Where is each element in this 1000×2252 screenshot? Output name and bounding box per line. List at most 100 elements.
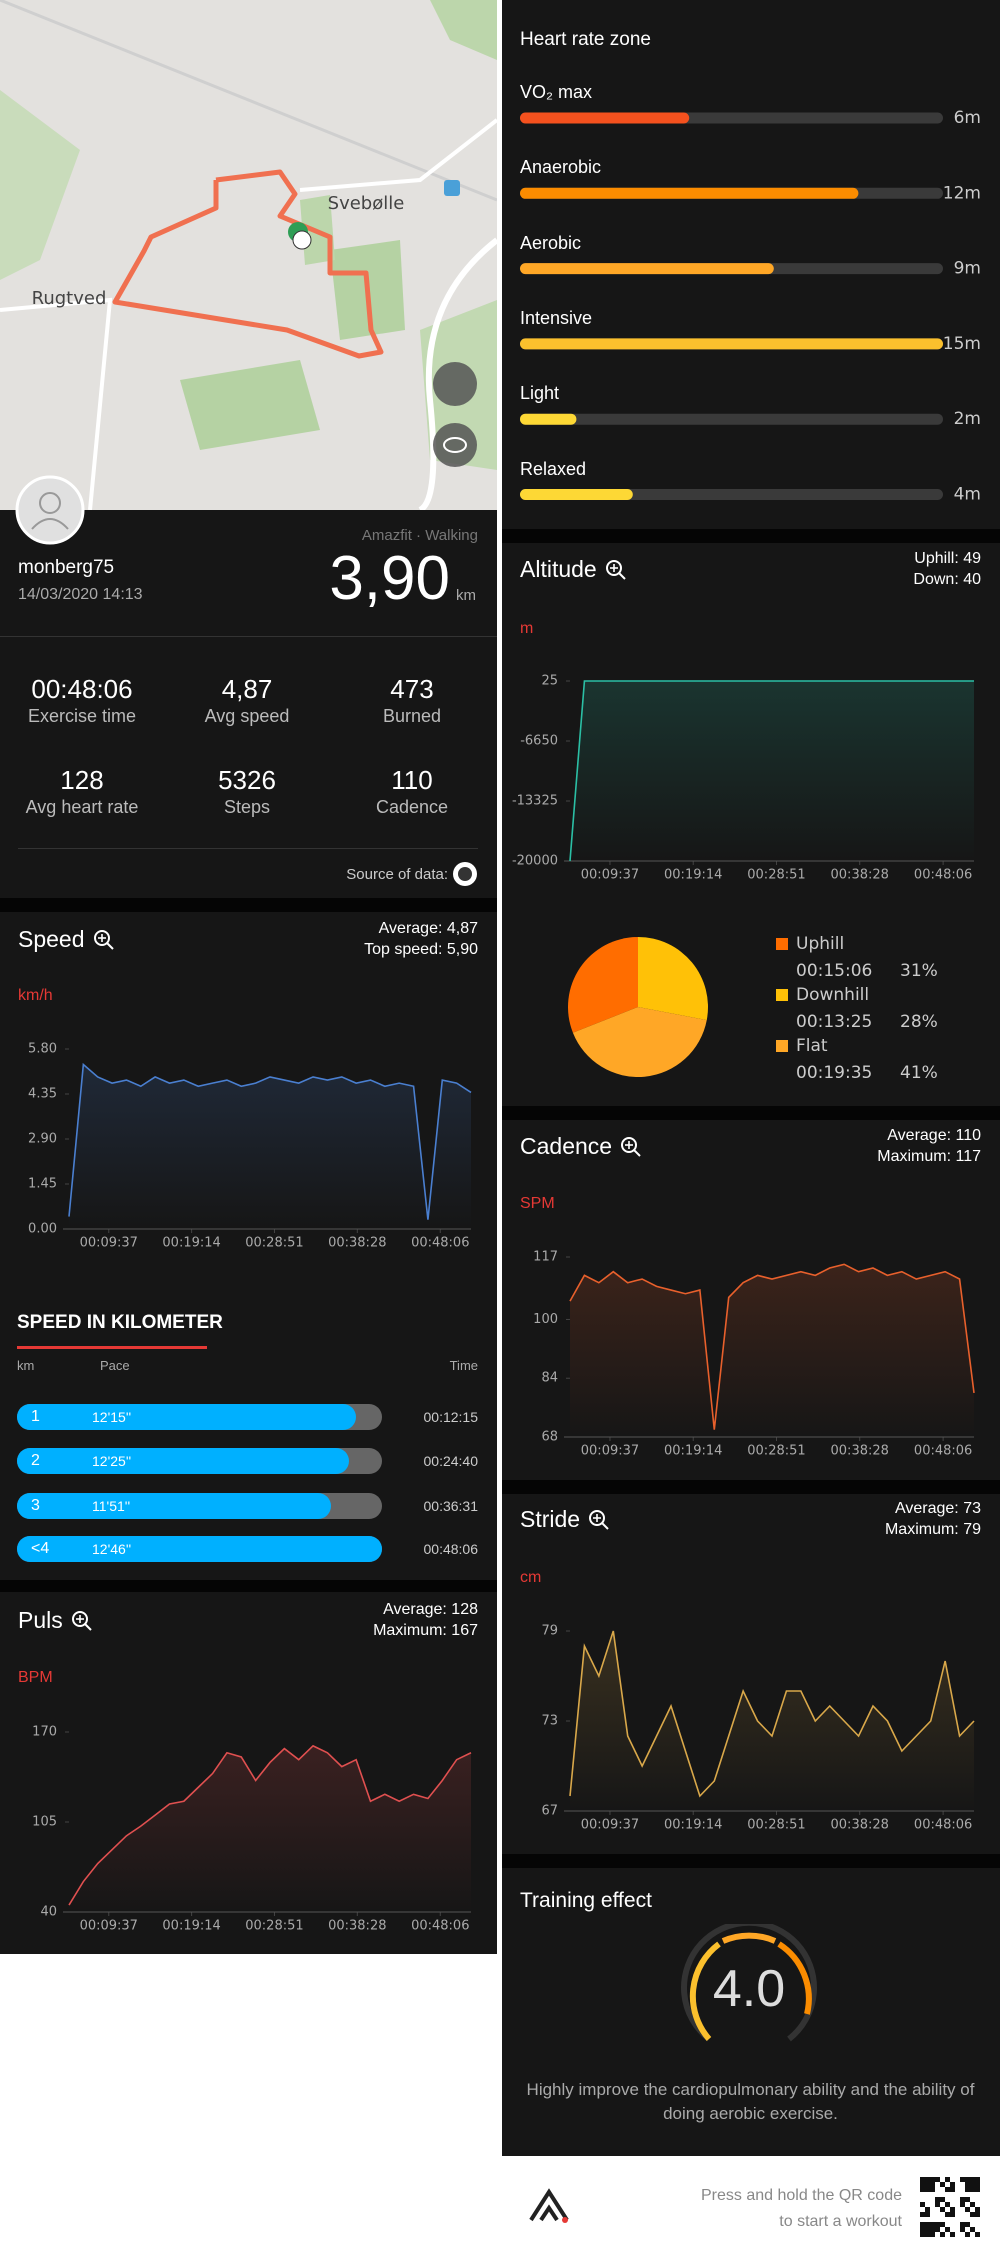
y-tick-label: 2.90	[28, 1132, 57, 1147]
summary: Down: 40	[913, 571, 981, 588]
source-label: Source of data:	[346, 866, 448, 883]
qr-module	[930, 2177, 935, 2182]
qr-module	[920, 2232, 925, 2237]
summary: Average: 128	[383, 1601, 478, 1618]
qr-module	[960, 2202, 965, 2207]
qr-module	[925, 2232, 930, 2237]
y-tick-label: 68	[541, 1430, 558, 1445]
legend-swatch	[776, 989, 788, 1001]
summary: Maximum: 167	[373, 1622, 478, 1639]
pace: 11'51''	[92, 1498, 131, 1514]
qr-module	[920, 2182, 925, 2187]
qr-module	[935, 2177, 940, 2182]
map[interactable]: Svebølle Rugtved	[0, 0, 497, 510]
line-chart: 68 84 100 117 00:09:37 00:19:14 00:28:51 00:38:…	[533, 1250, 975, 1459]
title-text: Speed	[18, 926, 85, 952]
zoom-icon[interactable]	[93, 929, 115, 951]
qr-module	[950, 2182, 955, 2187]
qr-module	[960, 2177, 965, 2182]
place-label: Svebølle	[328, 193, 405, 214]
summary: Average: 4,87	[378, 920, 478, 937]
separator	[0, 1580, 497, 1592]
stat-label: Burned	[382, 706, 442, 726]
footer-text: Press and hold the QR code	[700, 2187, 902, 2204]
line	[569, 1263, 975, 1430]
table-header: Pace	[100, 1358, 130, 1373]
qr-module	[940, 2182, 945, 2187]
qr-module	[940, 2232, 945, 2237]
bar	[17, 1448, 350, 1474]
zone-value: 12m	[943, 183, 981, 203]
qr-module	[925, 2177, 930, 2182]
time: 00:12:15	[423, 1409, 479, 1425]
separator	[502, 529, 1000, 543]
stat-value: 00:48:06	[31, 674, 133, 704]
zone-name: Light	[520, 383, 560, 404]
x-tick-label: 00:38:28	[328, 1919, 386, 1934]
x-tick-label: 00:38:28	[831, 868, 889, 883]
qr-module	[925, 2187, 930, 2192]
zone-value: 15m	[943, 334, 981, 354]
line-chart: 25 -6650 -13325 -20000 00:09:37 00:19:14 00:28…	[512, 674, 974, 883]
summary: Top speed: 5,90	[364, 941, 478, 958]
section-title: Cadence	[520, 1133, 642, 1160]
qr-module	[945, 2202, 950, 2207]
y-tick-label: 4.35	[28, 1087, 57, 1102]
x-tick-label: 00:28:51	[245, 1919, 303, 1934]
separator	[0, 898, 497, 912]
stat-value: 473	[390, 674, 434, 704]
avatar[interactable]	[15, 475, 85, 545]
qr-module	[965, 2197, 970, 2202]
unit: cm	[520, 1569, 542, 1586]
unit: BPM	[18, 1669, 53, 1686]
qr-module	[925, 2207, 930, 2212]
km: 3	[31, 1497, 40, 1514]
stat-value: 110	[391, 765, 433, 795]
y-tick-label: 1.45	[28, 1177, 57, 1192]
summary: Average: 73	[895, 1500, 981, 1517]
qr-module	[940, 2197, 945, 2202]
datetime: 14/03/2020 14:13	[18, 586, 143, 603]
line-chart: 40 105 170 00:09:37 00:19:14 00:28:51 00:38:28…	[32, 1725, 472, 1934]
zone-bar	[520, 338, 943, 350]
zoom-icon[interactable]	[588, 1509, 610, 1531]
qr-module	[935, 2202, 940, 2207]
pace: 12'46''	[92, 1541, 132, 1557]
zone-bar	[520, 263, 774, 275]
qr-module	[965, 2187, 970, 2192]
summary: Average: 110	[887, 1127, 981, 1144]
x-tick-label: 00:28:51	[747, 1444, 805, 1459]
qr-module	[975, 2177, 980, 2182]
section-title: Speed	[18, 926, 115, 953]
title-text: Stride	[520, 1506, 581, 1532]
zone-name: Intensive	[520, 307, 593, 328]
area	[570, 1631, 974, 1811]
distance: 3,90	[329, 544, 450, 613]
zone-value: 4m	[954, 485, 981, 505]
x-tick-label: 00:38:28	[831, 1444, 889, 1459]
summary: Maximum: 79	[884, 1521, 981, 1538]
zone-name: VO₂ max	[520, 82, 592, 102]
qr-module	[940, 2222, 945, 2227]
zoom-icon[interactable]	[620, 1136, 642, 1158]
qr-module	[945, 2177, 950, 2182]
x-tick-label: 00:48:06	[411, 1919, 469, 1934]
x-tick-label: 00:19:14	[664, 868, 722, 883]
x-tick-label: 00:28:51	[245, 1236, 303, 1251]
km: <4	[31, 1540, 50, 1557]
qr-module	[935, 2227, 940, 2232]
zone-bars: 6m 12m 9m 15m 2m 4m	[520, 108, 981, 505]
device-icon	[453, 862, 477, 886]
zone-bar	[520, 489, 633, 500]
distance-unit: km	[456, 587, 476, 604]
zoom-icon[interactable]	[605, 559, 627, 581]
description: Highly improve the cardiopulmonary abili…	[526, 2080, 975, 2123]
table-title: SPEED IN KILOMETER	[17, 1312, 223, 1333]
legend-name: Flat	[796, 1036, 828, 1056]
qr-code[interactable]	[920, 2177, 980, 2237]
qr-module	[965, 2207, 970, 2212]
zone-bar	[520, 187, 859, 199]
zoom-icon[interactable]	[71, 1610, 93, 1632]
divider	[18, 848, 478, 849]
